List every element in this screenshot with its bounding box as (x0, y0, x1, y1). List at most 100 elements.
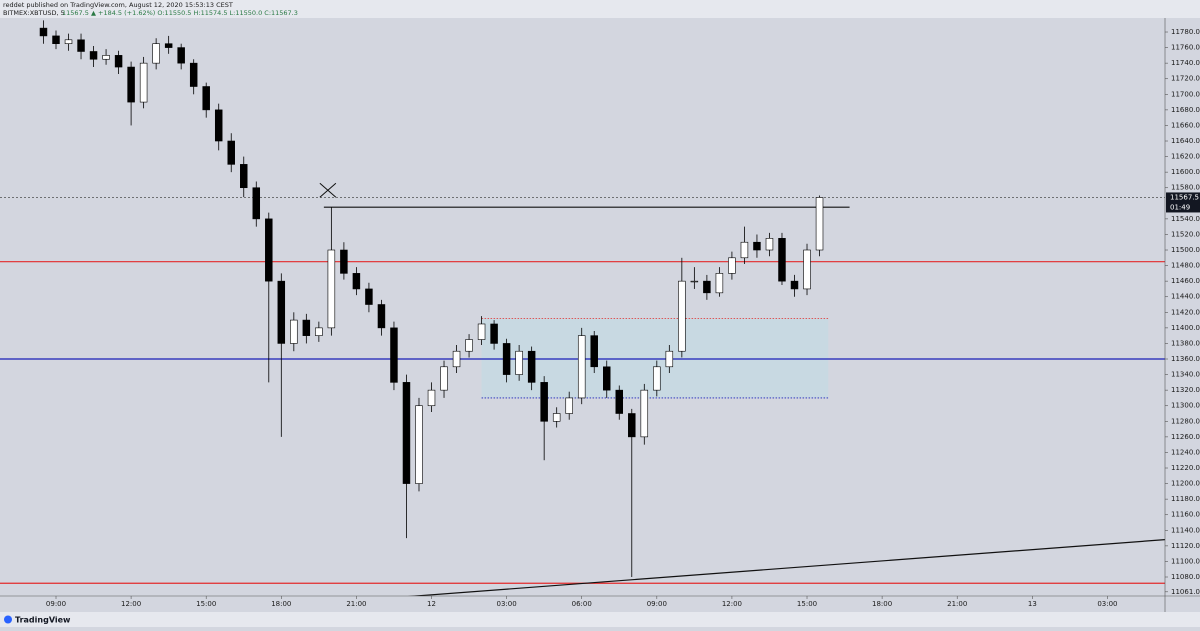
candle-body (377, 304, 386, 329)
candle-body (39, 27, 48, 37)
candle-body (240, 164, 248, 189)
candle-body (177, 47, 185, 64)
y-tick-label: 11680.0 (1171, 106, 1200, 114)
y-tick-label: 11460.0 (1171, 277, 1200, 285)
y-tick-label: 11580.0 (1171, 184, 1200, 192)
y-tick-label: 11380.0 (1171, 339, 1200, 347)
y-tick-label: 11740.0 (1171, 59, 1200, 67)
candle-body (89, 51, 98, 60)
candle-body (452, 350, 461, 368)
y-tick-label: 11500.0 (1171, 246, 1200, 254)
candle-body (52, 35, 60, 44)
candle-body (202, 86, 210, 111)
candle-body (402, 382, 411, 484)
candle-body (715, 273, 724, 294)
candle-body (603, 366, 611, 391)
candle-body (728, 257, 736, 274)
candle-body (352, 273, 361, 290)
y-tick-label: 11120.0 (1171, 542, 1200, 550)
y-tick-label: 11520.0 (1171, 230, 1200, 238)
candle-body (552, 413, 561, 422)
candle-body (252, 187, 261, 220)
y-tick-label: 11780.0 (1171, 28, 1200, 36)
last-price-box (1166, 192, 1200, 213)
candle-body (114, 55, 123, 68)
y-tick-label: 11320.0 (1171, 386, 1200, 394)
x-tick-label: 12 (427, 600, 436, 608)
y-tick-label: 11540.0 (1171, 215, 1200, 223)
y-tick-label: 11360.0 (1171, 355, 1200, 363)
y-tick-label: 11620.0 (1171, 153, 1200, 161)
candle-body (653, 366, 661, 391)
y-tick-label: 11180.0 (1171, 495, 1200, 503)
x-tick-label: 12:00 (121, 600, 141, 608)
candle-body (477, 323, 486, 340)
x-tick-label: 06:00 (572, 600, 592, 608)
candle-body (502, 343, 511, 375)
candle-body (628, 413, 636, 438)
candle-body (790, 280, 799, 290)
candle-body (64, 39, 73, 44)
candle-body (665, 350, 674, 368)
x-tick-label: 18:00 (271, 600, 291, 608)
y-tick-label: 11160.0 (1171, 511, 1200, 519)
x-tick-label: 15:00 (797, 600, 817, 608)
header-bar (0, 0, 1200, 18)
cross-marker (319, 182, 337, 198)
y-tick-label: 11440.0 (1171, 293, 1200, 301)
candle-body (815, 197, 824, 251)
x-tick-label: 15:00 (196, 600, 216, 608)
candle-body (152, 43, 160, 64)
y-tick-label: 11140.0 (1171, 526, 1200, 534)
candle-body (365, 288, 373, 305)
candle-body (678, 280, 686, 352)
candle-body (302, 319, 311, 336)
candle-body (139, 62, 148, 103)
y-tick-label: 11340.0 (1171, 371, 1200, 379)
candle-body (214, 109, 223, 142)
y-tick-label: 11100.0 (1171, 557, 1200, 565)
candle-body (527, 350, 536, 383)
y-tick-label: 11400.0 (1171, 324, 1200, 332)
candle-body (127, 66, 135, 103)
x-tick-label: 03:00 (1097, 600, 1117, 608)
footer-bar (0, 612, 1200, 627)
candle-body (440, 366, 448, 391)
candle-body (703, 280, 711, 294)
countdown-label: 01:49 (1170, 203, 1190, 211)
candle-body (415, 405, 423, 484)
x-tick-label: 03:00 (497, 600, 517, 608)
y-tick-label: 11760.0 (1171, 44, 1200, 52)
footer-logo: TradingView (15, 616, 71, 625)
candle-body (77, 39, 85, 52)
candle-body (164, 43, 173, 48)
candle-body (315, 327, 323, 336)
trendline (407, 539, 1165, 596)
candle-body (690, 280, 699, 283)
x-tick-label: 21:00 (947, 600, 967, 608)
last-price-label: 11567.5 (1170, 193, 1199, 201)
header-quote: 11567.5 ▲ +184.5 (+1.62%) O:11550.5 H:11… (62, 9, 298, 17)
candle-body (465, 339, 473, 352)
y-tick-label: 11061.0 (1171, 588, 1200, 596)
y-tick-label: 11260.0 (1171, 433, 1200, 441)
candle-body (277, 280, 286, 344)
candle-body (102, 55, 110, 60)
candle-body (615, 389, 624, 414)
candle-body (640, 389, 649, 438)
header-line: reddet published on TradingView.com, Aug… (3, 1, 233, 9)
x-tick-label: 12:00 (722, 600, 742, 608)
candle-body (540, 382, 548, 422)
y-tick-label: 11600.0 (1171, 168, 1200, 176)
candle-body (565, 397, 573, 414)
candle-body (390, 327, 398, 383)
candle-body (189, 62, 198, 87)
x-tick-label: 18:00 (872, 600, 892, 608)
candle-body (590, 335, 598, 368)
candle-body (490, 323, 498, 344)
y-tick-label: 11480.0 (1171, 262, 1200, 270)
x-tick-label: 21:00 (346, 600, 366, 608)
header-symbol: BITMEX:XBTUSD, 5 (3, 9, 65, 17)
